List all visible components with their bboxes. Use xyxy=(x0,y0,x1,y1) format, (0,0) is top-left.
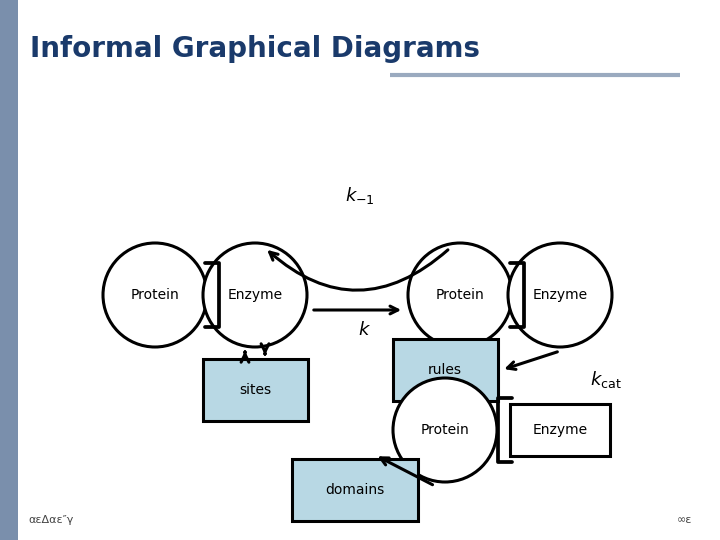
Text: $k_{-1}$: $k_{-1}$ xyxy=(345,185,375,206)
Bar xyxy=(392,339,498,401)
Text: αεΔαε″γ: αεΔαε″γ xyxy=(28,515,73,525)
Text: $k_{\rm cat}$: $k_{\rm cat}$ xyxy=(590,369,622,390)
Bar xyxy=(292,459,418,521)
Bar xyxy=(202,359,307,421)
Bar xyxy=(0,0,18,540)
Text: domains: domains xyxy=(325,483,384,497)
Text: Informal Graphical Diagrams: Informal Graphical Diagrams xyxy=(30,35,480,63)
Circle shape xyxy=(103,243,207,347)
Text: sites: sites xyxy=(239,383,271,397)
Bar xyxy=(510,404,610,456)
Text: $k$: $k$ xyxy=(359,321,372,339)
Text: Enzyme: Enzyme xyxy=(228,288,282,302)
Circle shape xyxy=(203,243,307,347)
Circle shape xyxy=(508,243,612,347)
Circle shape xyxy=(393,378,497,482)
Text: rules: rules xyxy=(428,363,462,377)
Text: ∞ε: ∞ε xyxy=(677,515,692,525)
Text: Protein: Protein xyxy=(420,423,469,437)
Text: Enzyme: Enzyme xyxy=(532,288,588,302)
Circle shape xyxy=(408,243,512,347)
Text: Protein: Protein xyxy=(130,288,179,302)
Text: Enzyme: Enzyme xyxy=(532,423,588,437)
Text: Protein: Protein xyxy=(436,288,485,302)
